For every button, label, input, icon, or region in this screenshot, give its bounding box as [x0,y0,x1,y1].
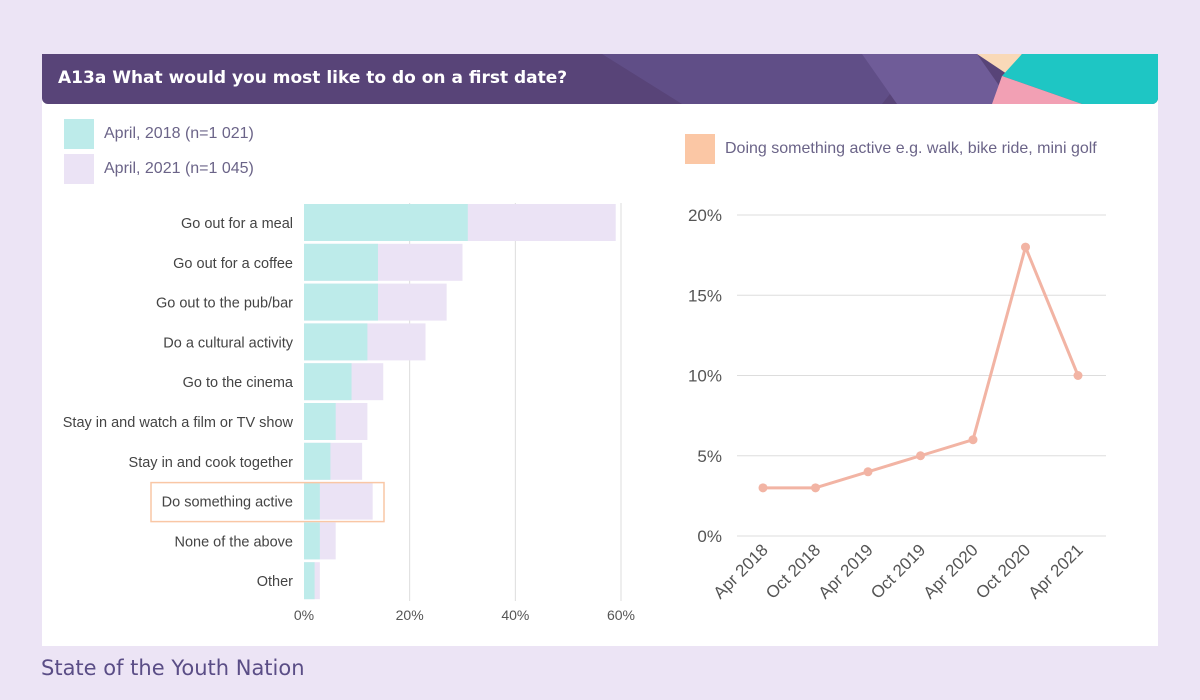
bar-2018 [304,482,320,520]
line-y-tick-label: 10% [688,367,722,386]
legend-swatch-active [685,134,715,164]
bar-2018 [304,363,352,401]
line-x-tick-label: Oct 2018 [762,540,824,602]
bar-category-label: Do a cultural activity [163,335,293,351]
legend-swatch-2021 [64,154,94,184]
bar-category-label: Stay in and cook together [129,455,294,471]
title-banner: A13a What would you most like to do on a… [42,54,1158,104]
legend-label-2021: April, 2021 (n=1 045) [104,160,254,177]
banner-decoration [42,54,1158,104]
line-point [968,435,978,445]
line-point [811,483,820,493]
legend-label-active: Doing something active e.g. walk, bike r… [725,140,1097,157]
line-point [1021,242,1030,252]
bar-category-label: Stay in and watch a film or TV show [63,415,294,431]
legend-label-2018: April, 2018 (n=1 021) [104,125,254,142]
line-y-tick-label: 15% [688,286,722,305]
bar-x-tick-label: 40% [501,607,529,623]
highlight-box [150,481,385,523]
line-y-tick-label: 5% [697,447,722,466]
bar-2018 [304,522,320,560]
line-x-tick-label: Apr 2020 [920,540,982,602]
bar-category-label: Go out for a meal [181,216,293,232]
bar-x-tick-label: 0% [294,607,314,623]
bar-category-label: Go out for a coffee [173,256,293,272]
legend-item-2018: April, 2018 (n=1 021) [64,119,254,149]
bar-2018 [304,562,315,600]
bar-category-label: Other [257,574,293,590]
bar-2018 [304,442,331,480]
bar-2018 [304,243,378,281]
bar-2018 [304,403,336,440]
line-x-tick-label: Apr 2019 [815,540,877,602]
chart-card [42,54,1158,646]
line-x-tick-label: Oct 2020 [972,540,1034,602]
line-point [758,483,768,493]
bar-category-label: Do something active [162,495,293,511]
line-x-tick-label: Apr 2018 [710,540,772,602]
bar-2018 [304,204,468,241]
bar-category-label: Go out to the pub/bar [156,296,293,312]
line-y-tick-label: 20% [688,206,722,225]
line-y-tick-label: 0% [697,527,722,546]
bar-2018 [304,323,368,361]
line-point [863,467,873,477]
line-x-tick-label: Apr 2021 [1025,540,1087,602]
bar-2018 [304,283,378,321]
legend-item-active: Doing something active e.g. walk, bike r… [685,134,1097,164]
legend-swatch-2018 [64,119,94,149]
line-point [1073,371,1083,380]
bar-x-tick-label: 60% [607,607,635,623]
bar-category-label: Go to the cinema [183,375,294,391]
bar-category-label: None of the above [174,534,293,550]
legend-item-2021: April, 2021 (n=1 045) [64,154,254,184]
bar-x-tick-label: 20% [396,607,424,623]
line-point [916,451,925,461]
line-x-tick-label: Oct 2019 [867,540,929,602]
page-title: A13a What would you most like to do on a… [58,68,568,88]
footer-brand: State of the Youth Nation [41,656,305,680]
